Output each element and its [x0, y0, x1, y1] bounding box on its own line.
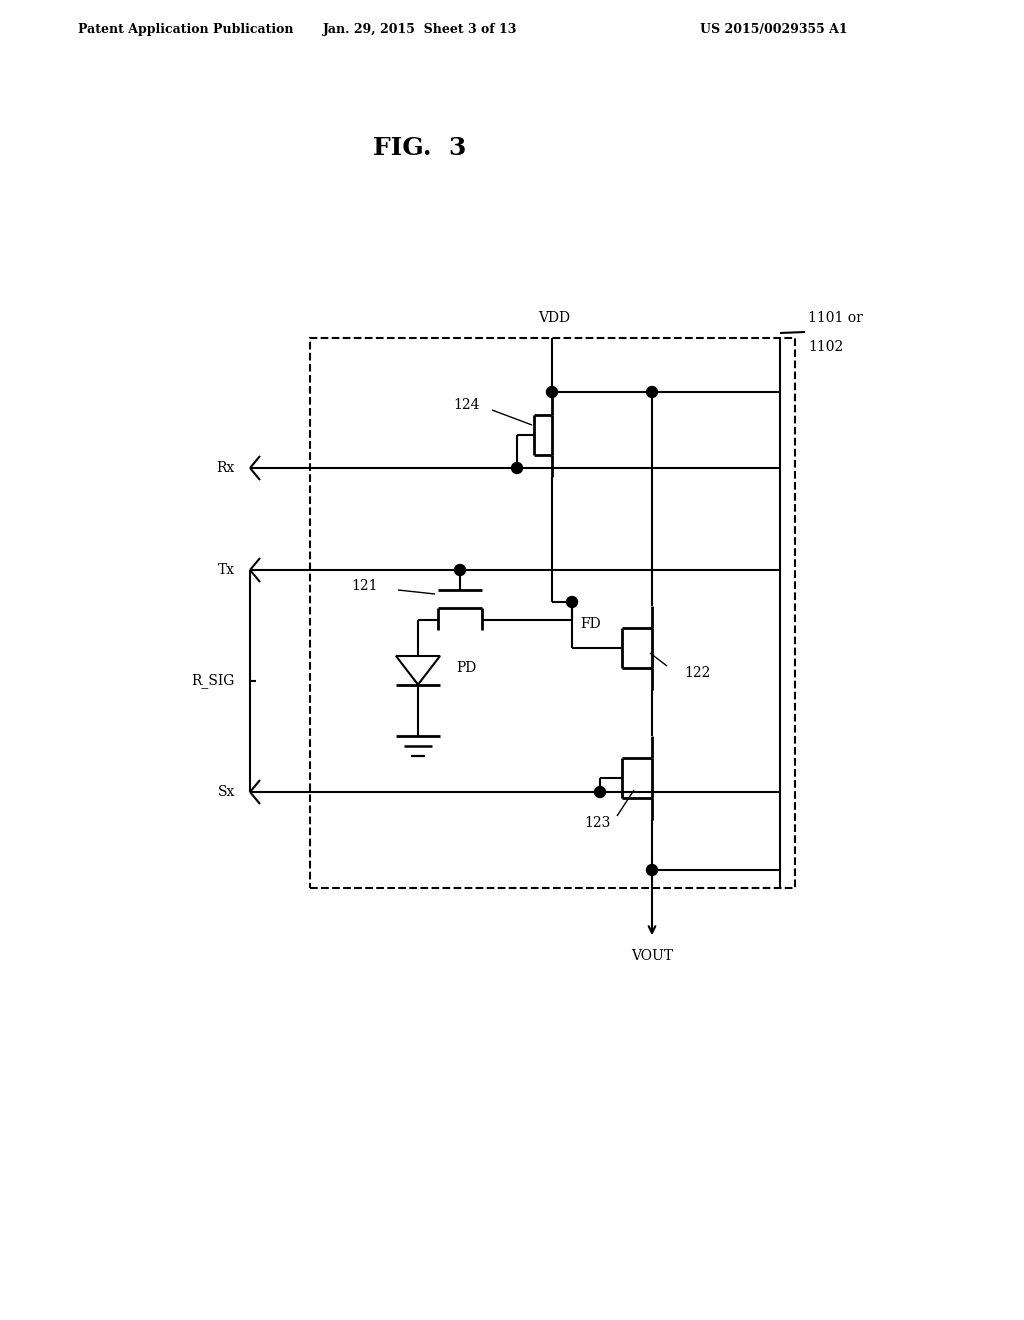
- Text: Patent Application Publication: Patent Application Publication: [78, 24, 294, 37]
- Bar: [310, 338, 795, 888]
- Circle shape: [646, 865, 657, 875]
- Text: VDD: VDD: [538, 312, 570, 325]
- Text: Sx: Sx: [218, 785, 234, 799]
- Text: VOUT: VOUT: [631, 949, 673, 964]
- Circle shape: [566, 597, 578, 607]
- Circle shape: [455, 565, 466, 576]
- Text: 122: 122: [684, 667, 711, 680]
- Text: Rx: Rx: [217, 461, 234, 475]
- Circle shape: [547, 387, 557, 397]
- Text: 124: 124: [454, 399, 480, 412]
- Text: US 2015/0029355 A1: US 2015/0029355 A1: [700, 24, 848, 37]
- Circle shape: [512, 462, 522, 474]
- Text: 1102: 1102: [808, 341, 843, 354]
- Text: Jan. 29, 2015  Sheet 3 of 13: Jan. 29, 2015 Sheet 3 of 13: [323, 24, 517, 37]
- Text: 123: 123: [584, 816, 610, 830]
- Circle shape: [595, 787, 605, 797]
- Circle shape: [646, 387, 657, 397]
- Text: R_SIG: R_SIG: [191, 673, 234, 689]
- Text: PD: PD: [456, 661, 476, 675]
- Text: 121: 121: [351, 579, 378, 593]
- Text: FIG.  3: FIG. 3: [374, 136, 467, 160]
- Text: 1101 or: 1101 or: [808, 312, 863, 325]
- Text: Tx: Tx: [218, 564, 234, 577]
- Text: FD: FD: [580, 616, 601, 631]
